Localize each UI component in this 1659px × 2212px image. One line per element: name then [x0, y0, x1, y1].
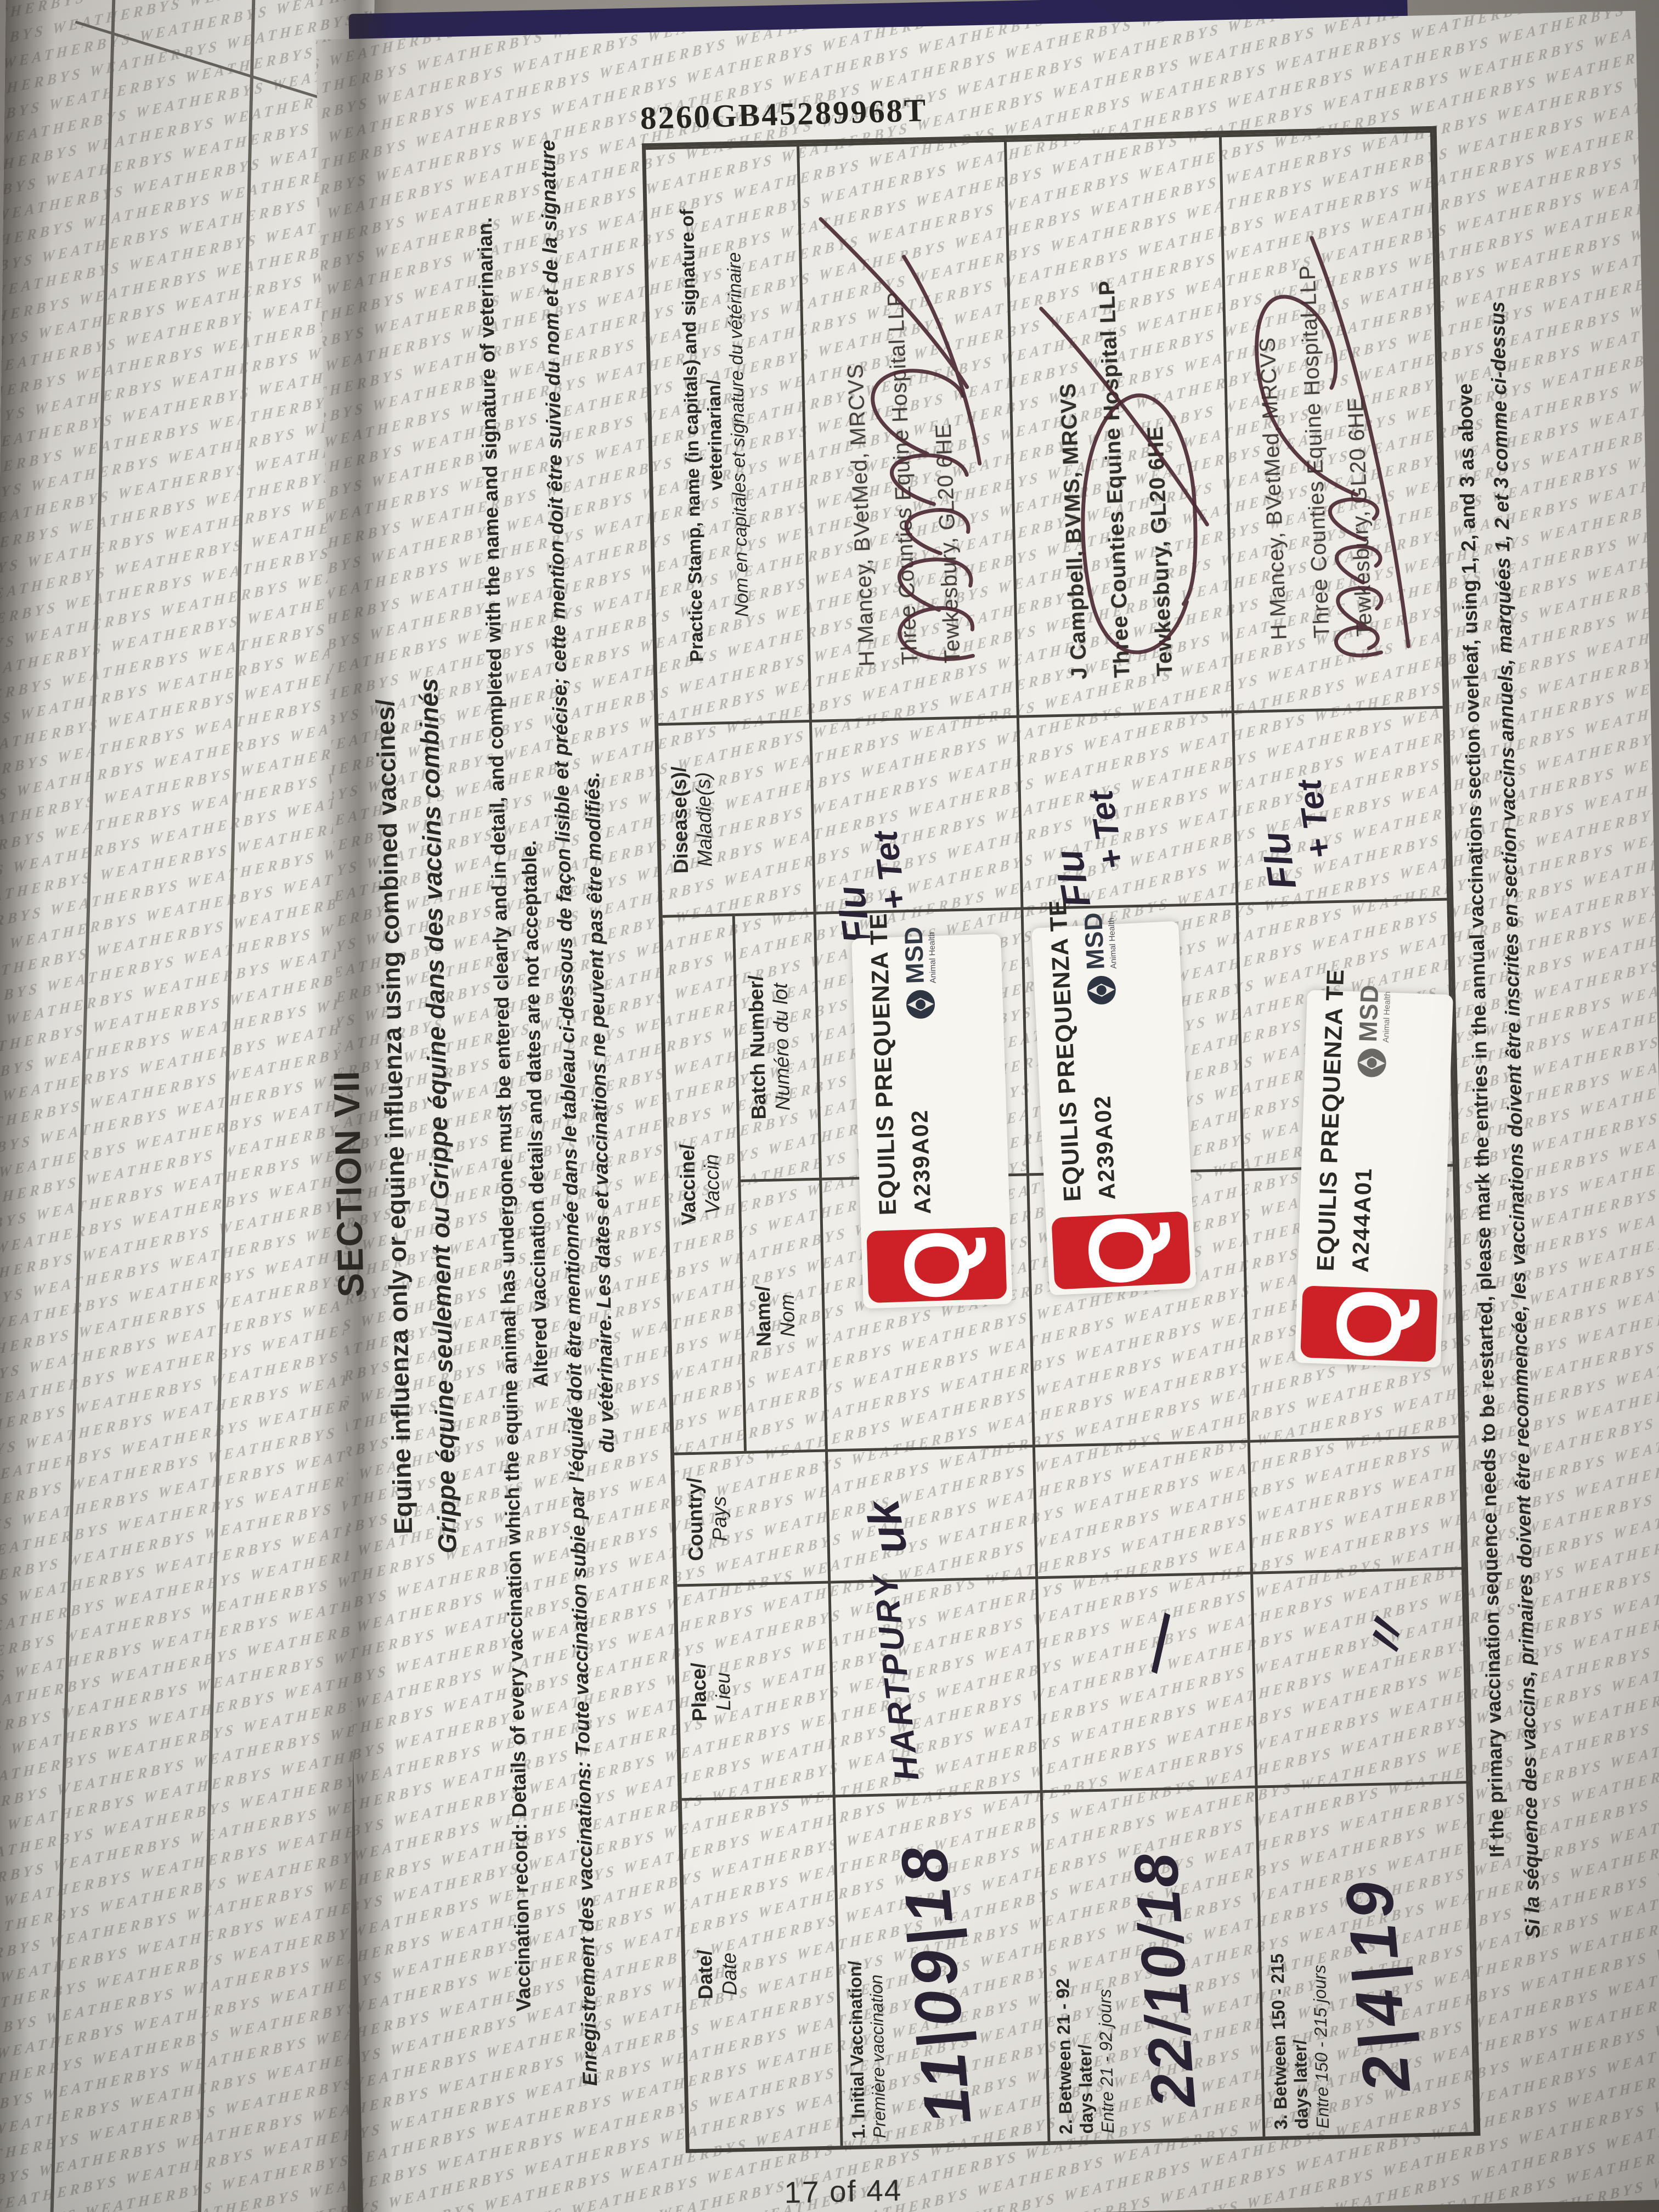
row2-country-cell: [1035, 1440, 1253, 1577]
row3-date-handwritten: 2|4|19: [1331, 1873, 1425, 2096]
row2-label: 2. Between 21 - 92 days later/ Entre 21 …: [1052, 1978, 1118, 2135]
row3-batch-number: A244A01: [1347, 1167, 1377, 1273]
msd-animal-health-logo: MSD Animal Health: [1353, 984, 1392, 1079]
row2-date-cell: 2. Between 21 - 92 days later/ Entre 21 …: [1042, 1785, 1266, 2141]
row3-country-cell: [1250, 1435, 1464, 1572]
header-date: Date/Date: [681, 1795, 843, 2149]
prequenza-q-logo: Q: [866, 1227, 1007, 1304]
row1-label: 1. Initial Vaccination/ Première vaccina…: [844, 1960, 890, 2139]
row2-vet-stamp: J Campbell, BVMS, MRCVS Three Counties E…: [1056, 279, 1177, 680]
row3-vet-stamp: H Mancey, BVetMed, MRCVS Three Counties …: [1255, 264, 1377, 641]
row2-place-ditto: —: [1117, 1605, 1197, 1679]
row1-place-cell: HARTPURY: [831, 1570, 1043, 1795]
row1-country-handwritten: uk: [856, 1496, 917, 1559]
row3-label: 3. Between 150 - 215 days later/ Entre 1…: [1267, 1953, 1333, 2130]
row2-place-cell: —: [1038, 1571, 1258, 1791]
msd-animal-health-logo: MSD Animal Health: [1079, 911, 1120, 1006]
msd-symbol-icon: [906, 990, 935, 1019]
msd-symbol-icon: [1357, 1048, 1386, 1077]
row1-date-handwritten: 11|09|18: [887, 1839, 985, 2128]
header-vaccine-name: Name/Nom: [741, 1177, 828, 1451]
header-country: Country/Pays: [674, 1449, 831, 1584]
page-indicator: 17 of 44: [783, 2172, 902, 2210]
row3-place-cell: 〃: [1252, 1567, 1469, 1786]
prequenza-q-logo: Q: [1300, 1285, 1438, 1362]
row1-batch-number: A239A02: [906, 1109, 936, 1215]
msd-symbol-icon: [1087, 976, 1116, 1005]
row2-practice-cell: J Campbell, BVMS, MRCVS Three Counties E…: [1006, 134, 1234, 715]
header-place: Place/Lieu: [677, 1581, 836, 1798]
row1-place-handwritten: HARTPURY: [866, 1570, 927, 1783]
msd-animal-health-logo: MSD Animal Health: [899, 926, 938, 1020]
row3-disease-cell: Flu + Tet: [1234, 706, 1450, 902]
row3-vaccine-name: EQUILIS PREQUENZA TE: [1312, 968, 1350, 1272]
row1-disease-cell: Flu + Tet: [811, 715, 1024, 946]
row2-date-handwritten: 22/10/18: [1120, 1849, 1209, 2111]
row3-place-ditto: 〃: [1358, 1611, 1418, 1666]
prequenza-q-logo: Q: [1051, 1211, 1191, 1290]
row1-vaccine-sticker: Q EQUILIS PREQUENZA TE A239A02 MS: [851, 912, 1013, 1309]
row1-practice-cell: H Mancey, BVetMed, MRCVS Three Counties …: [799, 139, 1019, 720]
row2-disease-cell: Flu + Tet: [1019, 710, 1239, 911]
page-gutter-shadow: [312, 0, 394, 2212]
header-batch-number: Batch Number/Numéro du lot: [735, 911, 822, 1180]
row3-date-cell: 3. Between 150 - 215 days later/ Entre 1…: [1257, 1781, 1477, 2137]
row1-vaccine-name: EQUILIS PREQUENZA TE: [865, 912, 902, 1216]
row1-date-cell: 1. Initial Vaccination/ Première vaccina…: [835, 1790, 1051, 2146]
row3-vaccine-sticker: Q EQUILIS PREQUENZA TE A244A01 MS: [1294, 968, 1453, 1368]
header-practice-stamp: Practice Stamp, name (in capitals) and s…: [646, 144, 812, 723]
header-vaccine: Vaccine/Vaccin: [662, 913, 747, 1453]
row3-practice-cell: H Mancey, BVetMed, MRCVS Three Counties …: [1221, 129, 1446, 711]
header-disease: Disease(s)/Maladie(s): [658, 719, 816, 915]
row1-country-cell: uk: [827, 1444, 1039, 1581]
row3-disease-handwritten: Flu + Tet: [1254, 777, 1339, 893]
row2-vaccine-sticker: Q EQUILIS PREQUENZA TE A239A02 MS: [1031, 899, 1197, 1296]
row1-vet-stamp: H Mancey, BVetMed, MRCVS Three Counties …: [843, 291, 965, 667]
row2-batch-number: A239A02: [1089, 1094, 1120, 1201]
section-content: SECTION VII Equine influenza only or equ…: [296, 48, 1619, 2160]
